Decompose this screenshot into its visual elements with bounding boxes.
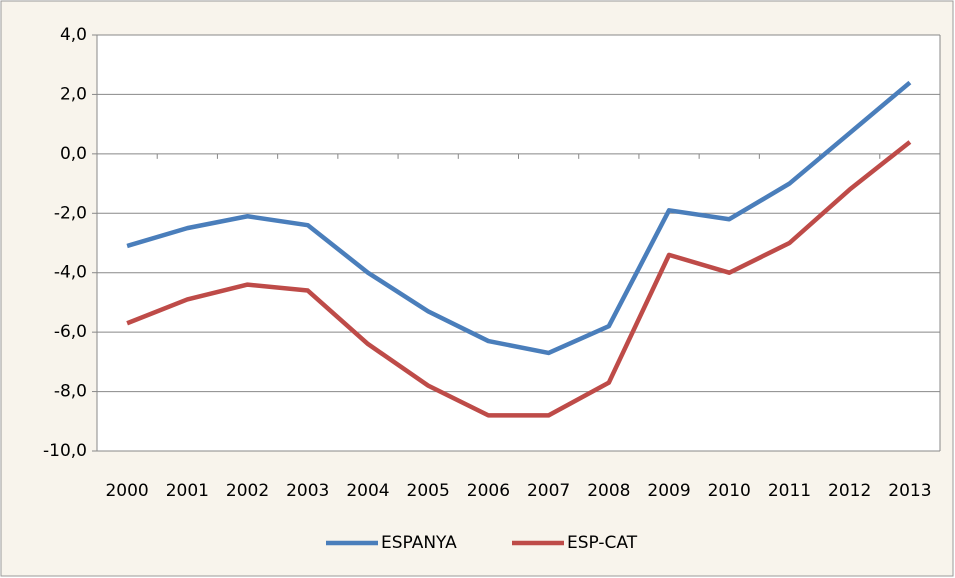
y-tick-label: -4,0 [54, 263, 87, 283]
x-tick-label: 2013 [888, 481, 931, 501]
legend-label: ESP-CAT [567, 533, 638, 553]
x-tick-label: 2009 [647, 481, 690, 501]
x-tick-label: 2012 [828, 481, 871, 501]
legend-label: ESPANYA [381, 533, 457, 553]
x-tick-label: 2004 [346, 481, 389, 501]
y-tick-label: -8,0 [54, 382, 87, 402]
data-line [126, 80, 912, 356]
x-tick-label: 2002 [226, 481, 269, 501]
x-tick-label: 2011 [768, 481, 811, 501]
plot-area [97, 35, 940, 451]
x-tick-label: 2000 [105, 481, 148, 501]
x-tick-label: 2006 [467, 481, 510, 501]
x-tick-label: 2005 [407, 481, 450, 501]
y-tick-label: -10,0 [43, 441, 87, 461]
y-tick-label: 2,0 [60, 84, 87, 104]
x-tick-label: 2008 [587, 481, 630, 501]
x-tick-label: 2003 [286, 481, 329, 501]
y-tick-label: 4,0 [60, 25, 87, 45]
x-tick-label: 2007 [527, 481, 570, 501]
data-line [126, 140, 912, 418]
x-tick-label: 2010 [708, 481, 751, 501]
y-tick-label: -2,0 [54, 203, 87, 223]
y-tick-label: -6,0 [54, 322, 87, 342]
y-tick-label: 0,0 [60, 144, 87, 164]
x-tick-label: 2001 [166, 481, 209, 501]
